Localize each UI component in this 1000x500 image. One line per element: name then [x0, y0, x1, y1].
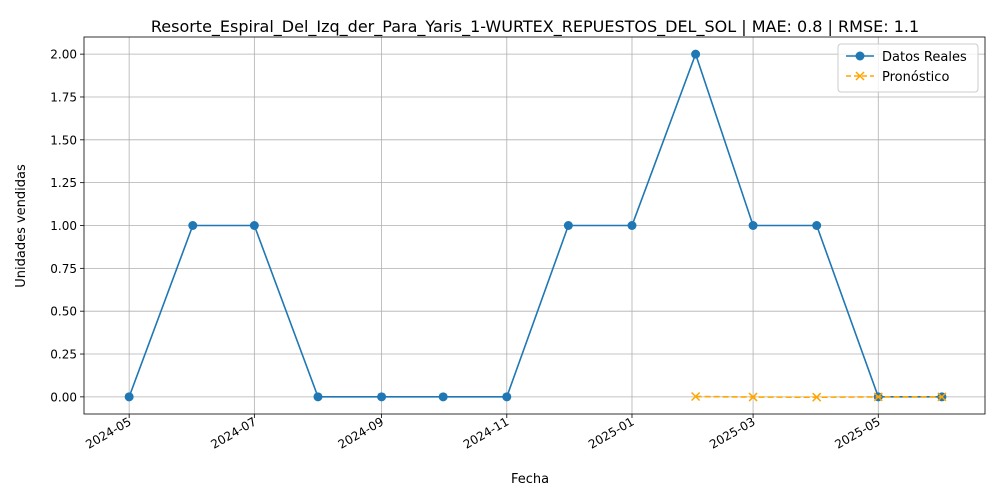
- data-point-1: [691, 391, 701, 402]
- data-point-0: [124, 392, 134, 402]
- y-tick-label: 2.00: [50, 48, 77, 62]
- y-tick-label: 1.00: [50, 219, 77, 233]
- data-point-0: [627, 221, 637, 230]
- legend-label-datos-reales: Datos Reales: [882, 50, 967, 65]
- y-tick-label: 1.75: [50, 90, 77, 104]
- data-point-0: [249, 221, 259, 230]
- legend-label-pronostico: Pronóstico: [882, 70, 949, 85]
- y-tick-label: 1.50: [50, 133, 77, 147]
- x-tick-label: 2024-05: [83, 414, 133, 451]
- y-tick-label: 0.75: [50, 262, 77, 276]
- data-point-0: [691, 49, 701, 59]
- y-axis-ticks: 0.00 0.25 0.50 0.75 1.00 1.25 1.50 1.75 2.00: [50, 48, 84, 404]
- chart-title: Resorte_Espiral_Del_Izq_der_Para_Yaris_1…: [151, 17, 919, 37]
- data-point-0: [377, 392, 387, 402]
- data-point-0: [502, 392, 512, 402]
- legend: Datos Reales Pronóstico: [837, 43, 979, 93]
- y-axis-label: Unidades vendidas: [14, 164, 29, 288]
- x-tick-label: 2024-09: [336, 414, 386, 451]
- series-line-0: [128, 51, 942, 398]
- y-tick-label: 0.00: [50, 390, 77, 404]
- marker-stroke: [812, 392, 822, 402]
- x-tick-label: 2025-03: [707, 414, 757, 451]
- data-point-0: [812, 221, 822, 230]
- marker-stroke: [937, 392, 947, 402]
- data-point-0: [438, 392, 448, 402]
- marker-stroke: [748, 392, 758, 402]
- y-tick-label: 1.25: [50, 176, 77, 190]
- data-point-1: [748, 392, 758, 402]
- marker-stroke: [873, 392, 883, 402]
- x-axis-ticks: 2024-05 2024-07 2024-09 2024-11 2025-01 2025-…: [83, 414, 883, 452]
- data-point-0: [563, 221, 573, 230]
- x-tick-label: 2024-07: [208, 414, 258, 451]
- data-point-0: [313, 392, 323, 402]
- data-point-0: [188, 221, 198, 230]
- marker-stroke: [691, 391, 701, 402]
- legend-marker-pronostico: [855, 71, 865, 81]
- data-point-1: [873, 392, 883, 402]
- y-tick-label: 0.50: [50, 305, 77, 319]
- x-axis-label: Fecha: [511, 472, 549, 487]
- legend-marker-datos-reales: [855, 51, 865, 61]
- y-tick-label: 0.25: [50, 348, 77, 362]
- data-point-1: [812, 392, 822, 402]
- x-tick-label: 2024-11: [461, 414, 511, 451]
- data-point-1: [937, 392, 947, 402]
- series-layer: [124, 49, 947, 402]
- x-tick-label: 2025-05: [832, 414, 882, 451]
- data-point-0: [748, 221, 758, 230]
- x-tick-label: 2025-01: [586, 414, 636, 451]
